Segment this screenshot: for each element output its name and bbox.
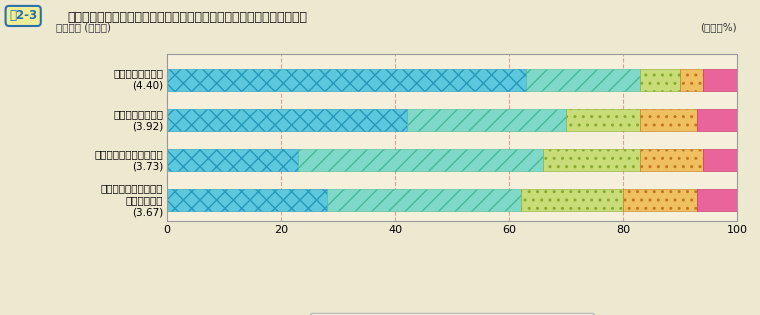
- Bar: [640, 149, 703, 171]
- Text: (単位：%): (単位：%): [701, 22, 737, 32]
- Bar: [697, 189, 737, 211]
- Bar: [703, 69, 737, 91]
- Bar: [526, 69, 640, 91]
- Text: 質問項目 (平均値): 質問項目 (平均値): [56, 22, 111, 32]
- Bar: [327, 189, 521, 211]
- Bar: [623, 189, 698, 211]
- Bar: [680, 69, 703, 91]
- Bar: [697, 109, 737, 131]
- Bar: [521, 189, 623, 211]
- Bar: [167, 149, 298, 171]
- Bar: [298, 149, 543, 171]
- Text: 【ハラスメント防止】の領域に属する質問項目別の回答割合及び平均値: 【ハラスメント防止】の領域に属する質問項目別の回答割合及び平均値: [67, 11, 307, 24]
- Bar: [640, 109, 697, 131]
- Bar: [407, 109, 566, 131]
- Legend: まったくその通り, どちらかといえばその通り, どちらともいえない, どちらかといえば違う, まったく違う: まったくその通り, どちらかといえばその通り, どちらともいえない, どちらかと…: [310, 312, 594, 315]
- Bar: [167, 69, 526, 91]
- Bar: [167, 189, 327, 211]
- Bar: [167, 109, 407, 131]
- Bar: [640, 69, 680, 91]
- Bar: [703, 149, 737, 171]
- Bar: [543, 149, 640, 171]
- Bar: [566, 109, 640, 131]
- Text: 図2-3: 図2-3: [9, 9, 37, 22]
